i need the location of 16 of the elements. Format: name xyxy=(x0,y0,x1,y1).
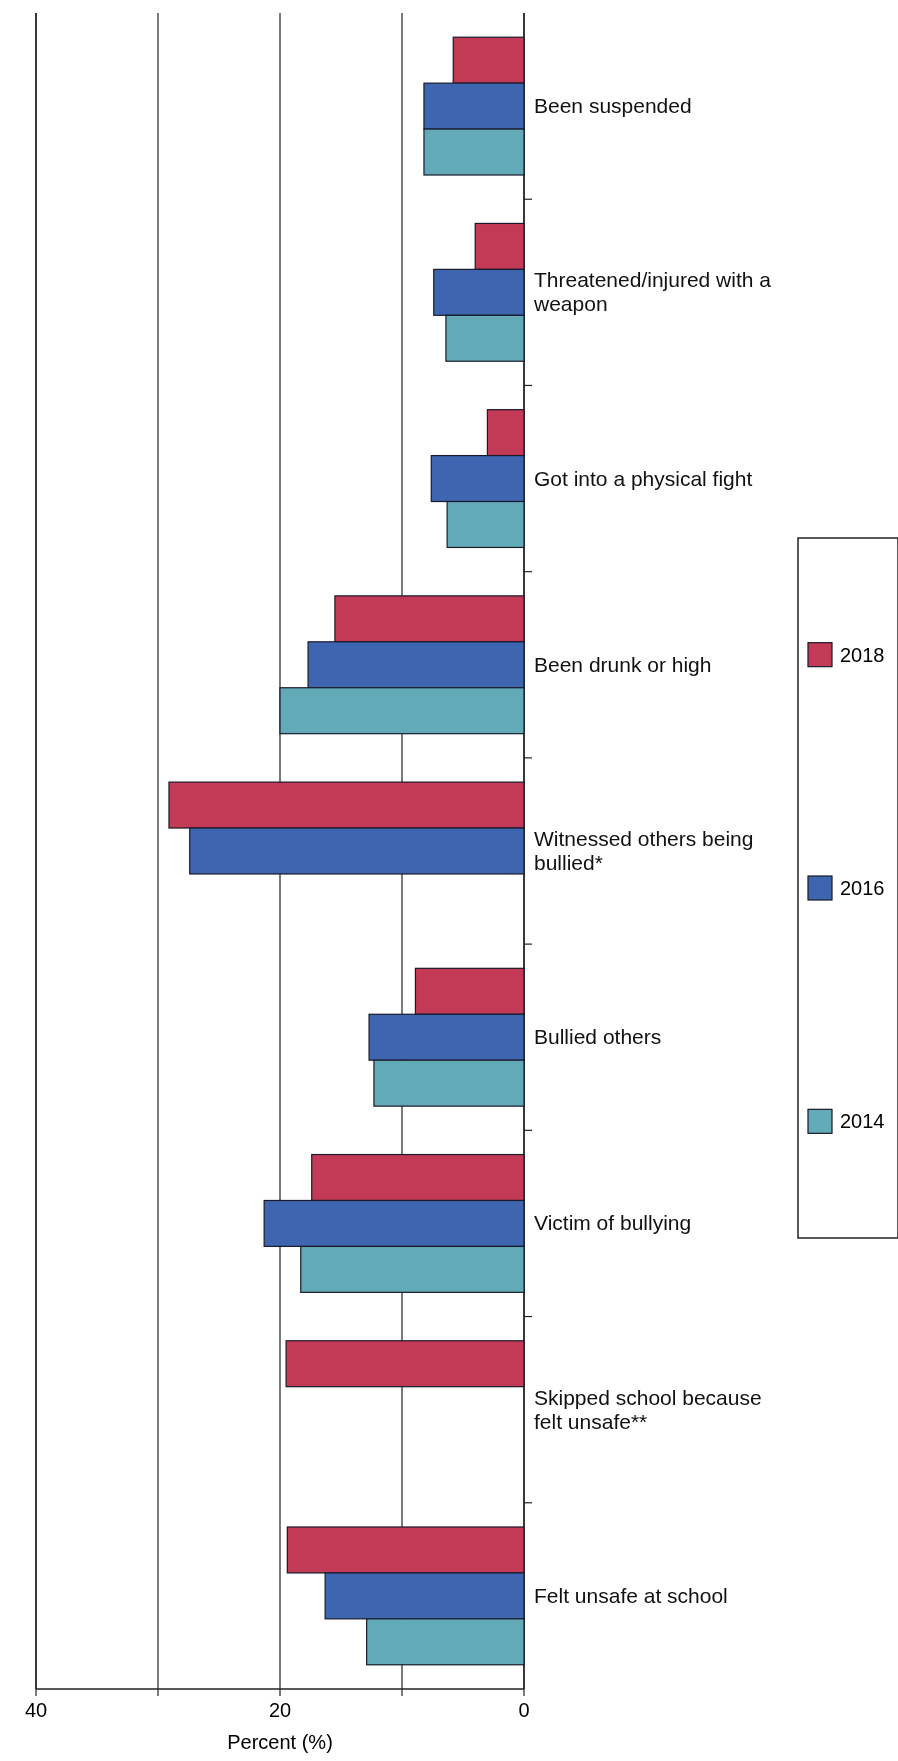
y-tick-label: Victim of bullying xyxy=(534,1211,692,1235)
y-tick-label: Threatened/injured with a weapon xyxy=(533,268,772,316)
x-axis-title: Percent (%) xyxy=(227,1731,333,1753)
x-tick-label: 40 xyxy=(24,1699,48,1721)
y-tick-label: Been suspended xyxy=(534,94,692,118)
x-tick-label: 0 xyxy=(518,1699,530,1721)
y-tick-label: Felt unsafe at school xyxy=(534,1583,728,1607)
y-tick-label: Been drunk or high xyxy=(534,652,712,676)
legend-label: 2018 xyxy=(840,643,885,666)
y-tick-label: Skipped school because felt unsafe** xyxy=(534,1385,762,1433)
y-tick-label: Witnessed others being bullied* xyxy=(534,827,754,874)
y-tick-label: Got into a physical fight xyxy=(534,466,753,490)
x-tick-label: 20 xyxy=(268,1699,292,1721)
legend-label: 2016 xyxy=(840,877,885,899)
legend-label: 2014 xyxy=(840,1110,885,1133)
y-tick-label: Bullied others xyxy=(534,1025,662,1049)
